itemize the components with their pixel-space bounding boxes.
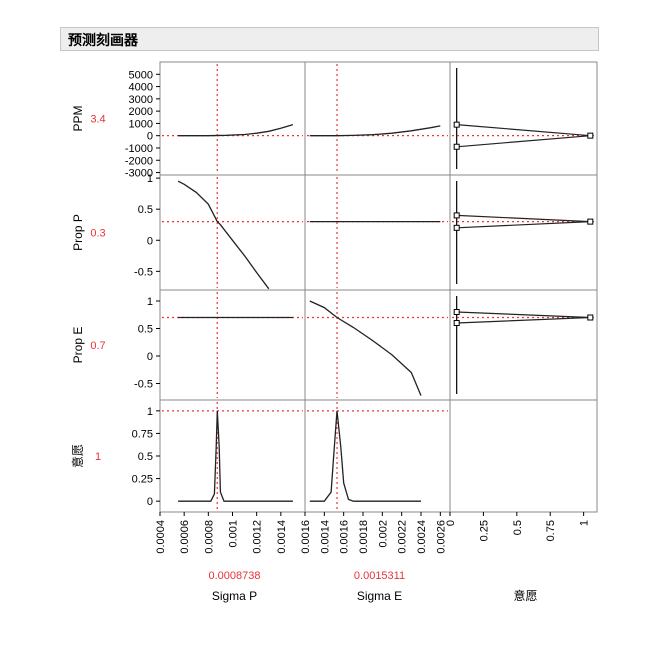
- y-tick-label: 5000: [129, 69, 153, 81]
- y-tick-label: 1000: [129, 118, 153, 130]
- profile-curve-r3-c1: [309, 410, 421, 502]
- x-tick-label: 0.0026: [435, 520, 447, 554]
- y-tick-label: 1: [147, 296, 153, 308]
- x-tick-label: 0.0018: [358, 520, 370, 554]
- factor-name-3: 意愿: [513, 588, 537, 603]
- x-tick-label: 0.0012: [252, 520, 264, 554]
- x-tick-label: 1: [579, 520, 591, 526]
- cell-frame-r3-c1: [304, 399, 451, 513]
- x-tick-label: 0.75: [545, 520, 557, 541]
- profile-curve-r1-c0: [177, 180, 270, 290]
- x-tick-label: 0.0016: [300, 520, 312, 554]
- response-name-3: Prop E: [71, 327, 85, 364]
- profile-curve-r0-c0: [178, 123, 294, 137]
- desirability-handle-r2-0[interactable]: [453, 309, 460, 315]
- response-name-4: 意愿: [70, 444, 85, 468]
- y-tick-label: 0: [147, 235, 153, 247]
- y-tick-label: -1000: [125, 143, 153, 155]
- profiler-title-bar[interactable]: 预测刻画器: [60, 27, 599, 51]
- desirability-handle-r0-1[interactable]: [587, 132, 594, 139]
- response-current-value-4[interactable]: 1: [95, 451, 101, 463]
- x-tick-label: 0.0006: [179, 520, 191, 554]
- y-tick-label: -2000: [125, 155, 153, 167]
- cell-frame-r1-c1: [304, 174, 451, 291]
- x-tick-label: 0.0014: [276, 520, 288, 554]
- response-name-1: PPM: [71, 105, 85, 131]
- x-tick-label: 0.0022: [397, 520, 409, 554]
- y-tick-label: 0: [147, 351, 153, 363]
- y-tick-label: 0.75: [132, 428, 153, 440]
- profile-curve-r0-c1: [309, 125, 441, 137]
- y-tick-label: -3000: [125, 168, 153, 180]
- y-tick-label: 0.5: [138, 204, 153, 216]
- cell-frame-r3-c0: [159, 399, 306, 513]
- cell-frame-r1-c2: [449, 174, 598, 291]
- y-tick-label: -0.5: [134, 379, 153, 391]
- x-tick-label: 0.0024: [416, 520, 428, 554]
- x-tick-label: 0.0016: [339, 520, 351, 554]
- cell-frame-r1-c0: [159, 174, 306, 291]
- cell-frame-r2-c2: [449, 289, 598, 401]
- x-tick-label: 0.25: [478, 520, 490, 541]
- x-tick-label: 0.002: [377, 520, 389, 548]
- y-tick-label: 0.25: [132, 474, 153, 486]
- y-tick-label: 3000: [129, 94, 153, 106]
- desirability-handle-r1-1[interactable]: [587, 218, 594, 225]
- profiler-title: 预测刻画器: [68, 33, 138, 49]
- y-tick-label: 4000: [129, 82, 153, 94]
- factor-current-value-2[interactable]: 0.0015311: [354, 570, 405, 582]
- y-tick-label: 0: [147, 131, 153, 143]
- desirability-handle-r2-2[interactable]: [453, 320, 460, 326]
- cell-frame-r2-c1: [304, 289, 451, 401]
- x-tick-label: 0.0014: [319, 520, 331, 554]
- desirability-handle-r0-0[interactable]: [453, 121, 460, 128]
- y-tick-label: 0: [147, 496, 153, 508]
- response-current-value-2[interactable]: 0.3: [90, 228, 105, 240]
- y-tick-label: 0.5: [138, 451, 153, 463]
- y-tick-label: 0.5: [138, 324, 153, 336]
- desirability-handle-r0-2[interactable]: [453, 143, 460, 150]
- x-tick-label: 0.001: [228, 520, 240, 548]
- y-tick-label: 1: [147, 406, 153, 418]
- desirability-handle-r1-0[interactable]: [453, 212, 460, 219]
- cell-frame-r0-c0: [159, 61, 306, 176]
- cell-frame-r0-c1: [304, 61, 451, 176]
- response-current-value-3[interactable]: 0.7: [90, 340, 105, 352]
- response-name-2: Prop P: [71, 214, 85, 251]
- y-tick-label: -0.5: [134, 266, 153, 278]
- factor-current-value-1[interactable]: 0.0008738: [209, 570, 261, 582]
- response-current-value-1[interactable]: 3.4: [90, 114, 105, 126]
- cell-frame-r2-c0: [159, 289, 306, 401]
- cell-frame-r0-c2: [449, 61, 598, 176]
- factor-name-2: Sigma E: [357, 589, 402, 603]
- factor-name-1: Sigma P: [212, 589, 257, 603]
- y-tick-label: 2000: [129, 106, 153, 118]
- x-tick-label: 0.5: [512, 520, 524, 535]
- x-tick-label: 0.0008: [203, 520, 215, 554]
- profile-curve-r2-c1: [309, 300, 422, 396]
- desirability-handle-r1-2[interactable]: [453, 224, 460, 231]
- profile-curve-r3-c0: [178, 410, 293, 502]
- cell-frame-r3-c2: [449, 399, 598, 513]
- x-tick-label: 0.0004: [155, 520, 167, 554]
- desirability-handle-r2-1[interactable]: [587, 314, 594, 321]
- y-tick-label: 1: [147, 173, 153, 185]
- x-tick-label: 0: [445, 520, 457, 526]
